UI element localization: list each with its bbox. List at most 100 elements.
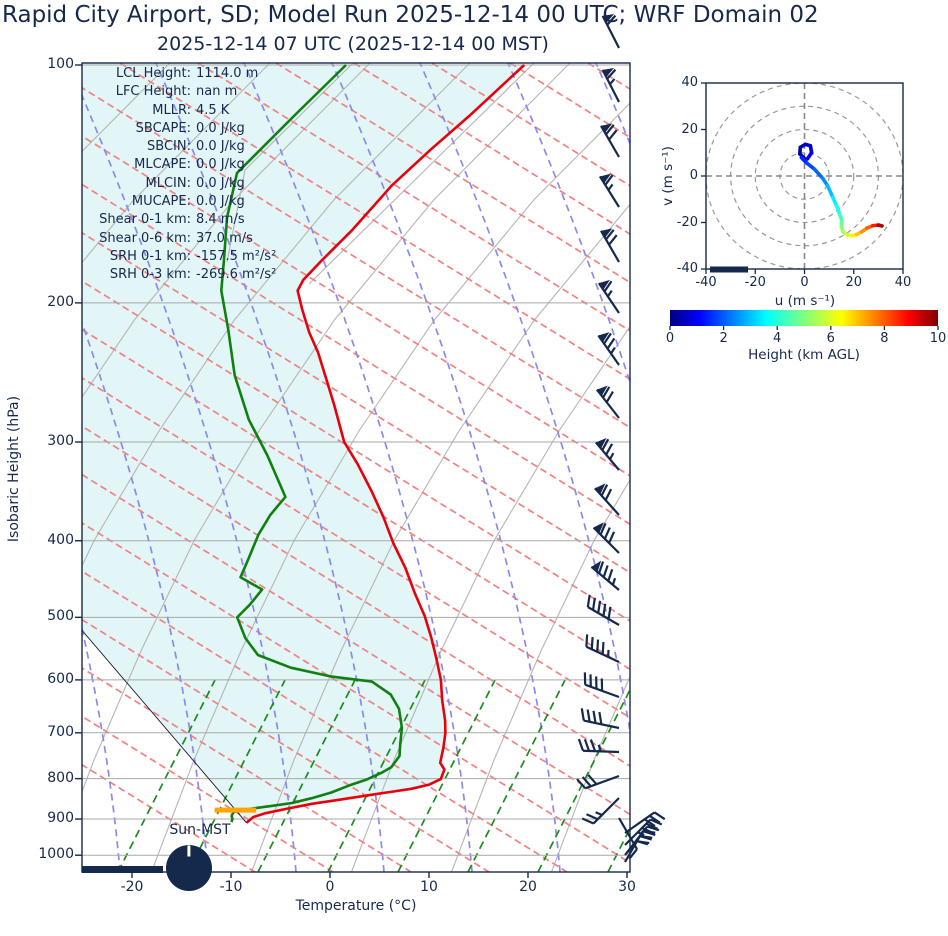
stat-value: -269.6 m²/s² — [196, 267, 277, 283]
hodograph-v-tick-label: -20 — [676, 214, 698, 230]
stats-panel: LCL Height: 1114.0 m LFC Height: nan m MLLR:… — [84, 65, 276, 285]
wind-barb — [577, 738, 620, 754]
stat-value: 8.4 m/s — [196, 212, 245, 228]
wind-barb — [624, 829, 656, 863]
stat-row: MLCIN: 0.0 J/kg — [84, 175, 276, 193]
wind-barb — [583, 672, 620, 699]
stat-row: MUCAPE: 0.0 J/kg — [84, 193, 276, 211]
colorbar-tick-label: 0 — [665, 331, 675, 346]
temperature-tick-label: 30 — [618, 879, 636, 895]
pressure-tick-label: 100 — [47, 56, 74, 72]
page-title: Rapid City Airport, SD; Model Run 2025-1… — [2, 2, 819, 28]
stat-value: 0.0 J/kg — [196, 139, 245, 155]
stat-value: 4.5 K — [196, 102, 230, 118]
stat-row: Shear 0-1 km: 8.4 m/s — [84, 211, 276, 229]
hodograph-v-tick-label: -40 — [676, 261, 698, 276]
hodograph-u-tick-label: -40 — [695, 275, 717, 290]
skewt-axes — [75, 62, 631, 878]
wind-barb — [601, 68, 620, 103]
wind-barb — [586, 594, 620, 626]
temperature-tick-label: 0 — [325, 879, 335, 895]
pressure-tick-label: 600 — [47, 670, 74, 687]
colorbar-tick-label: 6 — [826, 331, 835, 346]
stat-label: SBCIN: — [147, 139, 191, 155]
pressure-gridlines — [82, 64, 630, 856]
wind-barb — [600, 228, 620, 263]
wind-barb — [624, 811, 666, 834]
wind-barbs — [576, 14, 666, 863]
sun-below-horizon-icon — [166, 845, 212, 891]
wind-barb — [595, 385, 620, 419]
stat-row: Shear 0-6 km: 37.0 m/s — [84, 230, 276, 248]
stat-row: SBCIN: 0.0 J/kg — [84, 138, 276, 156]
stat-value: 0.0 J/kg — [196, 120, 245, 136]
wind-barb — [581, 797, 620, 825]
wind-barb — [590, 560, 620, 591]
parcel-path — [82, 629, 247, 824]
pressure-tick-label: 400 — [47, 531, 74, 548]
pressure-tick-label: 500 — [47, 608, 74, 625]
pressure-tick-label: 1000 — [38, 846, 74, 863]
hodograph-u-axis-label: u (m s⁻¹) — [774, 293, 836, 309]
stat-label: MUCAPE: — [131, 194, 191, 210]
wind-barb — [594, 483, 620, 516]
wind-barb — [585, 634, 620, 663]
pressure-axis-label: Isobaric Height (hPa) — [6, 395, 22, 543]
pressure-tick-label: 300 — [47, 433, 74, 450]
stat-value: 0.0 J/kg — [196, 194, 245, 210]
stat-label: MLLR: — [152, 102, 191, 118]
hodograph-v-tick-label: 40 — [681, 75, 698, 90]
wind-barb — [597, 279, 620, 314]
stat-label: MLCAPE: — [134, 157, 191, 173]
hodograph-ring — [754, 128, 855, 224]
stat-label: LCL Height: — [115, 66, 191, 81]
stat-value: 1114.0 m — [196, 66, 259, 81]
pressure-tick-label: 700 — [47, 723, 74, 740]
wind-barb — [576, 774, 620, 790]
wind-barb — [597, 332, 620, 366]
stat-label: SRH 0-1 km: — [109, 248, 191, 264]
hodograph-canvas — [701, 82, 904, 274]
stat-row: SBCAPE: 0.0 J/kg — [84, 120, 276, 138]
stat-row: LCL Height: 1114.0 m — [84, 65, 276, 83]
stat-value: 0.0 J/kg — [196, 175, 245, 191]
stat-label: Shear 0-1 km: — [99, 212, 191, 228]
stat-value: 0.0 J/kg — [196, 157, 245, 173]
temperature-tick-label: -20 — [120, 879, 144, 895]
dewpoint-curve — [220, 64, 404, 823]
colorbar-tick-label: 2 — [719, 331, 728, 346]
stat-value: 37.0 m/s — [196, 230, 253, 246]
stat-label: MLCIN: — [145, 175, 191, 191]
temperature-axis-label: Temperature (°C) — [295, 898, 417, 914]
temperature-tick-label: 20 — [519, 879, 537, 895]
profile-curves — [82, 64, 526, 824]
stat-row: LFC Height: nan m — [84, 83, 276, 101]
hodograph-trace-segment — [876, 223, 884, 228]
temperature-tick-label: 10 — [420, 879, 438, 895]
stat-value: -157.5 m²/s² — [196, 248, 277, 264]
page-subtitle: 2025-12-14 07 UTC (2025-12-14 00 MST) — [157, 33, 549, 55]
wind-barb — [598, 173, 620, 208]
wind-barb — [580, 708, 620, 730]
colorbar-canvas — [669, 310, 939, 330]
stat-row: SRH 0-3 km: -269.6 m²/s² — [84, 266, 276, 284]
colorbar-label: Height (km AGL) — [748, 347, 860, 363]
hodograph-u-tick-label: 20 — [845, 275, 863, 290]
stat-label: SRH 0-3 km: — [109, 267, 191, 283]
hodograph-v-tick-label: 0 — [689, 168, 698, 183]
stat-row: MLCAPE: 0.0 J/kg — [84, 156, 276, 174]
temperature-curve — [245, 64, 526, 824]
wind-barb — [600, 123, 620, 158]
stat-label: Shear 0-6 km: — [99, 230, 191, 246]
stat-row: SRH 0-1 km: -157.5 m²/s² — [84, 248, 276, 266]
daylight-bar — [82, 866, 163, 873]
wind-barb — [601, 14, 620, 49]
colorbar-tick-label: 4 — [773, 331, 782, 346]
wind-barb — [592, 522, 620, 554]
stat-row: MLLR: 4.5 K — [84, 102, 276, 120]
colorbar-gradient — [670, 310, 938, 326]
hodograph-v-tick-label: 20 — [681, 121, 698, 137]
sun-position-indicator — [82, 845, 212, 891]
skewt-background-lines — [82, 63, 630, 872]
